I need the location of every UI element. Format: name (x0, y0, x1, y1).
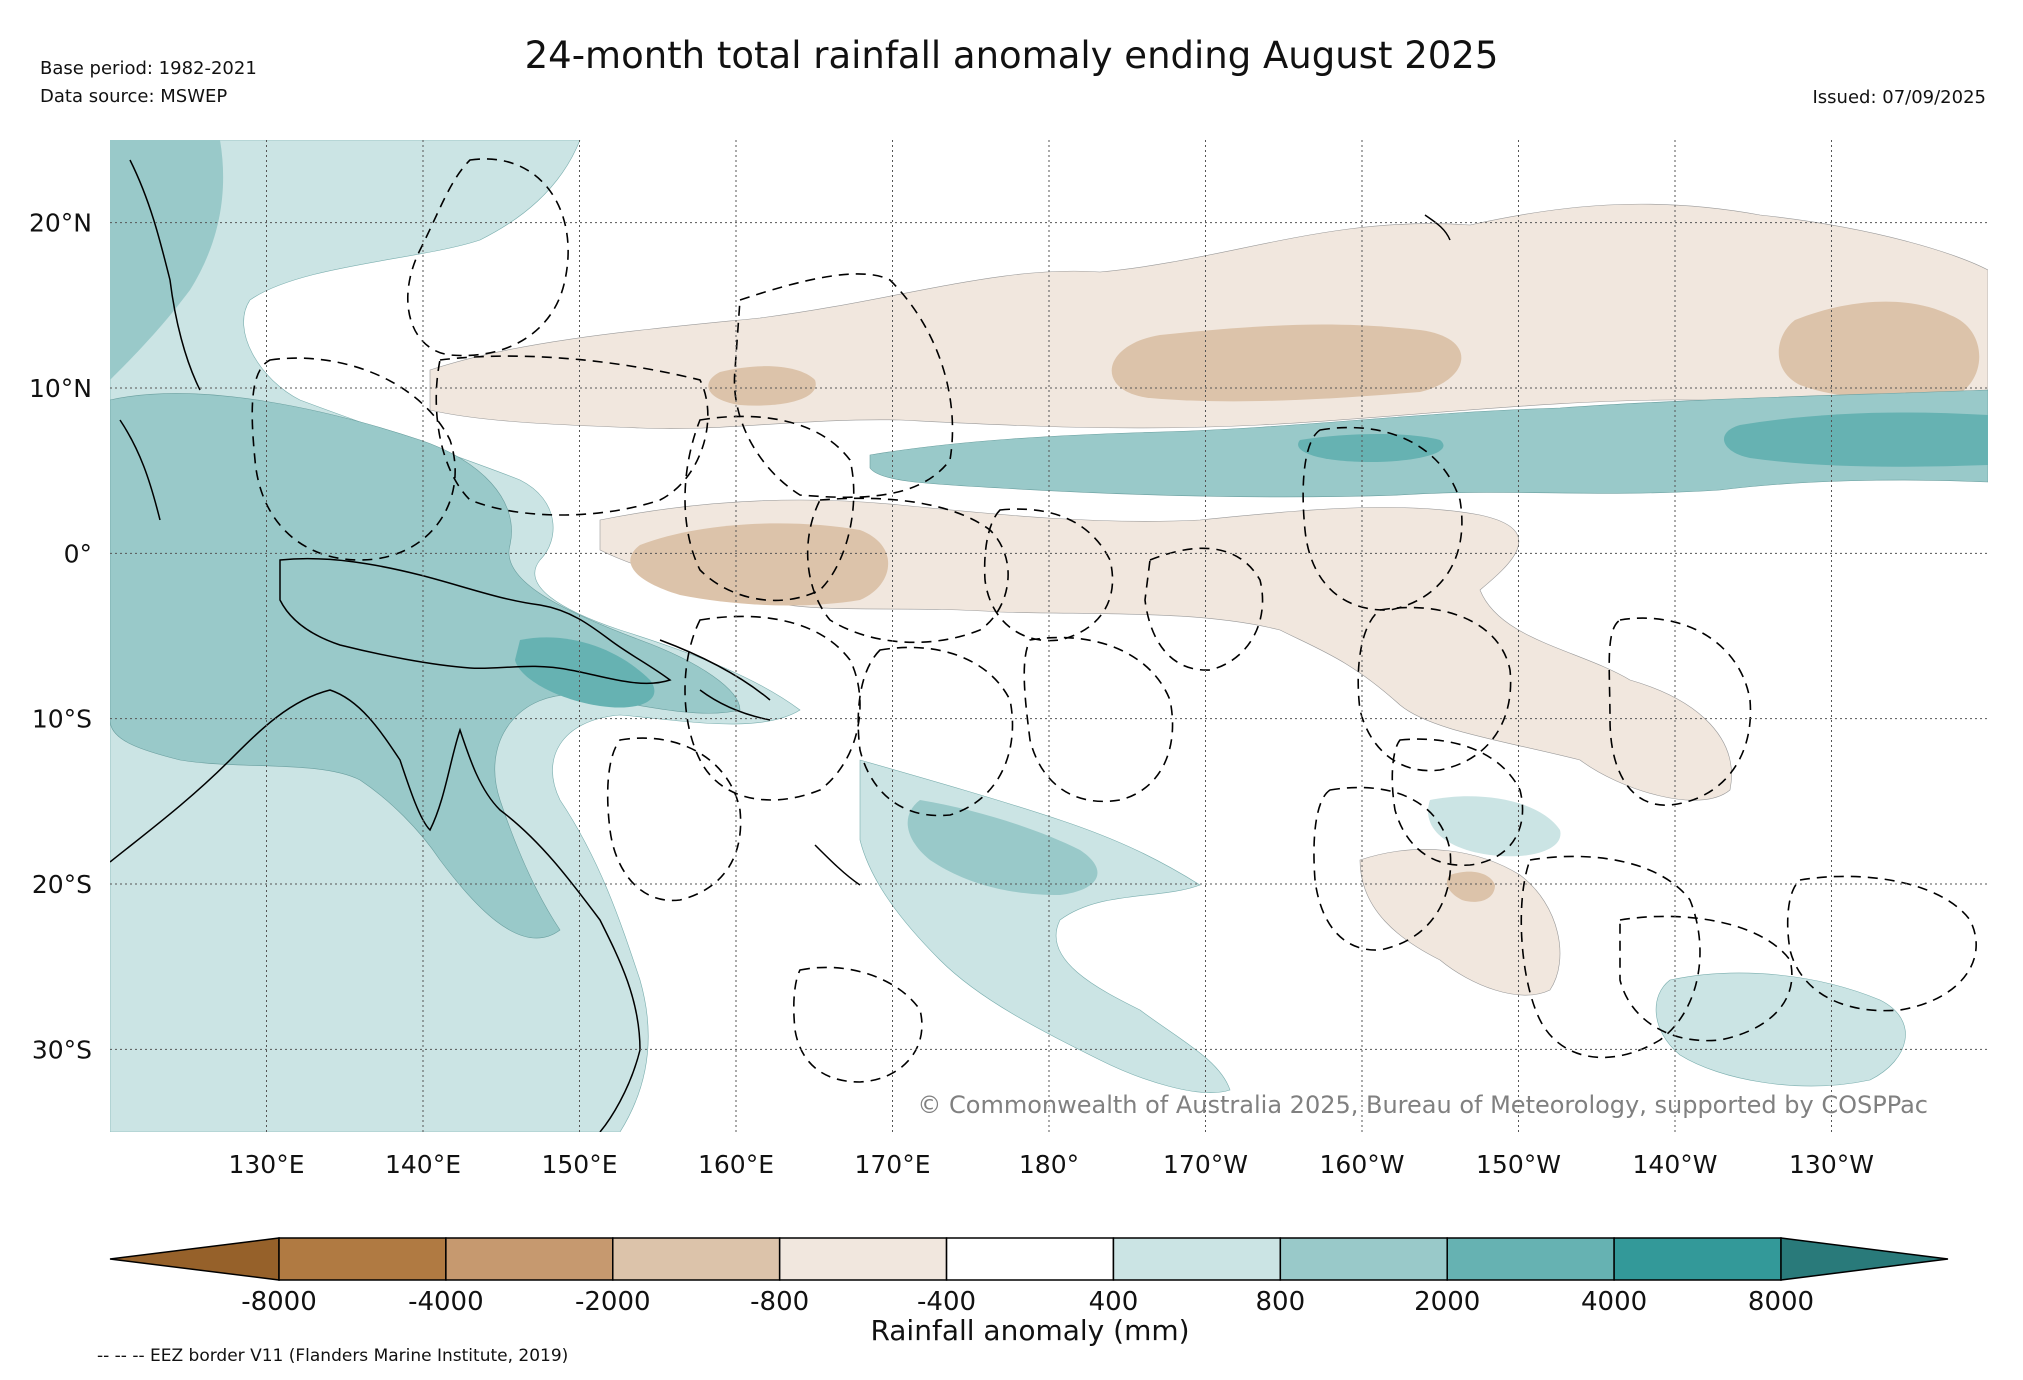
lat-tick-label: 10°N (29, 374, 92, 403)
eez-border (1023, 636, 1174, 803)
eez-border (1357, 606, 1512, 772)
colorbar-segment (1112, 1237, 1282, 1281)
colorbar-tick-label: 8000 (1748, 1287, 1814, 1317)
wet-pool-north (110, 140, 224, 380)
eez-border (1619, 915, 1793, 1042)
eez-border (1786, 875, 1977, 1012)
lon-tick-label: 130°W (1789, 1150, 1874, 1179)
eez-border (407, 158, 569, 357)
axis-labels: 130°E 140°E 150°E 160°E 170°E 180° 170°W 160°W 1… (29, 209, 1874, 1179)
colorbar-segment (445, 1237, 614, 1281)
eez-border (857, 646, 1014, 817)
lon-tick-label: 140°E (385, 1150, 461, 1179)
lon-tick-label: 130°E (228, 1150, 304, 1179)
eez-border (606, 737, 742, 902)
solomon-islands-coast (659, 639, 771, 721)
lon-tick-label: 150°W (1476, 1150, 1561, 1179)
eez-border (435, 355, 709, 516)
australia-coast (110, 689, 641, 1132)
colorbar-segment (278, 1237, 447, 1281)
eez-border (251, 357, 456, 561)
colorbar-tick-label: 2000 (1414, 1287, 1480, 1317)
issued-date: Issued: 07/09/2025 (1812, 87, 1986, 108)
map-title: 24-month total rainfall anomaly ending A… (524, 34, 1499, 77)
lon-tick-label: 160°W (1320, 1150, 1405, 1179)
colorbar-tick-label: 4000 (1581, 1287, 1647, 1317)
philippines-coast (119, 159, 201, 521)
colorbar-tick-label: -800 (750, 1287, 809, 1317)
dry-patch-south (1359, 849, 1561, 996)
eez-border (1608, 617, 1752, 806)
lon-tick-label: 170°E (854, 1150, 930, 1179)
wet-band-itcz-core (1723, 412, 1988, 467)
colorbar-segment (1279, 1237, 1448, 1281)
eez-border (1302, 426, 1463, 611)
copyright-notice: © Commonwealth of Australia 2025, Bureau… (917, 1091, 1928, 1119)
wet-pool-west-mid (110, 393, 741, 939)
gridlines (110, 140, 1988, 1132)
eez-border (684, 615, 861, 801)
colorbar-segment (1613, 1237, 1782, 1281)
wet-band-itcz-core-2 (1298, 434, 1444, 462)
colorbar-segment (778, 1237, 948, 1281)
eez-border (1520, 855, 1701, 1059)
data-source: Data source: MSWEP (40, 86, 228, 107)
map-metadata: Base period: 1982-2021 Data source: MSWE… (40, 55, 257, 111)
eez-borders (251, 158, 1977, 1083)
lon-tick-label: 180° (1019, 1150, 1079, 1179)
colorbar: -8000 -4000 -2000 -800 -400 400 800 2000 4000 800… (109, 1237, 1949, 1317)
dry-patch-south-core (1446, 871, 1495, 902)
coastlines (110, 159, 1451, 1132)
lon-tick-label: 160°E (698, 1150, 774, 1179)
colorbar-segment (945, 1237, 1115, 1281)
lon-tick-label: 140°W (1633, 1150, 1718, 1179)
colorbar-title: Rainfall anomaly (mm) (870, 1314, 1189, 1347)
colorbar-extend-low (109, 1237, 280, 1281)
lon-tick-label: 170°W (1163, 1150, 1248, 1179)
lat-tick-label: 0° (64, 539, 92, 568)
new-caledonia-coast (814, 844, 861, 886)
eez-border (1313, 786, 1452, 951)
wet-patch-southeast (1655, 972, 1906, 1087)
hawaii-coast (1424, 214, 1451, 241)
eez-border (806, 497, 1009, 644)
colorbar-tick-label: 800 (1256, 1287, 1306, 1317)
colorbar-tick-label: -4000 (408, 1287, 484, 1317)
anomaly-field (110, 140, 1988, 1132)
dry-patch-east (1778, 301, 1980, 400)
lat-tick-label: 30°S (32, 1035, 92, 1064)
dry-band-north-core (1111, 324, 1462, 402)
eez-border (733, 273, 954, 499)
lat-tick-label: 20°N (29, 209, 92, 238)
new-guinea-coast (279, 557, 672, 685)
wet-patch-south (1428, 796, 1561, 857)
wet-band-spcz-mid (907, 800, 1098, 895)
eez-border (1144, 547, 1264, 671)
colorbar-tick-label: 400 (1089, 1287, 1139, 1317)
colorbar-tick-label: -400 (917, 1287, 976, 1317)
lat-tick-label: 10°S (32, 705, 92, 734)
colorbar-segment (1446, 1237, 1615, 1281)
dry-band-north (429, 203, 1988, 430)
colorbar-tick-label: -8000 (241, 1287, 317, 1317)
colorbar-extend-high (1780, 1237, 1949, 1281)
eez-border (684, 415, 855, 602)
eez-legend-note: -- -- -- EEZ border V11 (Flanders Marine… (97, 1346, 569, 1366)
colorbar-segment (612, 1237, 781, 1281)
base-period: Base period: 1982-2021 (40, 58, 257, 79)
lat-tick-label: 20°S (32, 870, 92, 899)
eez-border (793, 966, 923, 1083)
colorbar-tick-label: -2000 (575, 1287, 651, 1317)
lon-tick-label: 150°E (541, 1150, 617, 1179)
